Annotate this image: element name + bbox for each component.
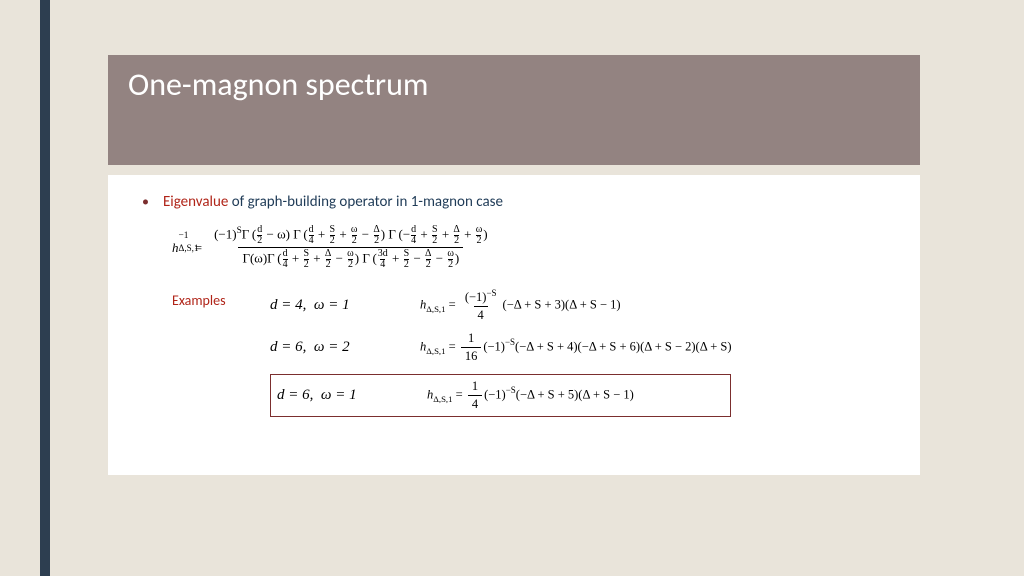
- cond-row-2: d = 6, ω = 2: [270, 339, 420, 356]
- bullet-dot: •: [142, 195, 149, 209]
- cond-row-1: d = 4, ω = 1: [270, 297, 420, 314]
- bullet-line: • Eigenvalue of graph-building operator …: [142, 193, 896, 211]
- title-band: One-magnon spectrum: [108, 55, 920, 165]
- examples-block: Examples d = 4, ω = 1 hΔ,S,1 = (−1)−S 4 …: [172, 288, 896, 417]
- main-formula: h−1Δ,S,1 = (−1)SΓ (d2 − ω) Γ (d4 + S2 + …: [172, 225, 896, 270]
- bullet-accent: Eigenvalue: [163, 193, 228, 211]
- boxed-row: d = 6, ω = 1 hΔ,S,1 = 1 4 (−1)−S(−Δ + S …: [270, 374, 731, 417]
- expr-row-2: hΔ,S,1 = 1 16 (−1)−S(−Δ + S + 4)(−Δ + S …: [420, 331, 731, 364]
- content-area: • Eigenvalue of graph-building operator …: [108, 175, 920, 475]
- bullet-text: Eigenvalue of graph-building operator in…: [163, 193, 503, 211]
- expr-row-1: hΔ,S,1 = (−1)−S 4 (−Δ + S + 3)(Δ + S − 1…: [420, 288, 731, 323]
- examples-grid: d = 4, ω = 1 hΔ,S,1 = (−1)−S 4 (−Δ + S +…: [270, 288, 731, 417]
- bullet-rest: of graph-building operator in 1-magnon c…: [228, 193, 503, 211]
- cond-row-3: d = 6, ω = 1: [277, 387, 427, 404]
- examples-label: Examples: [172, 288, 242, 417]
- slide-title: One-magnon spectrum: [128, 65, 428, 104]
- sidebar-stripe: [40, 0, 50, 576]
- expr-row-3: hΔ,S,1 = 1 4 (−1)−S(−Δ + S + 5)(Δ + S − …: [427, 379, 724, 412]
